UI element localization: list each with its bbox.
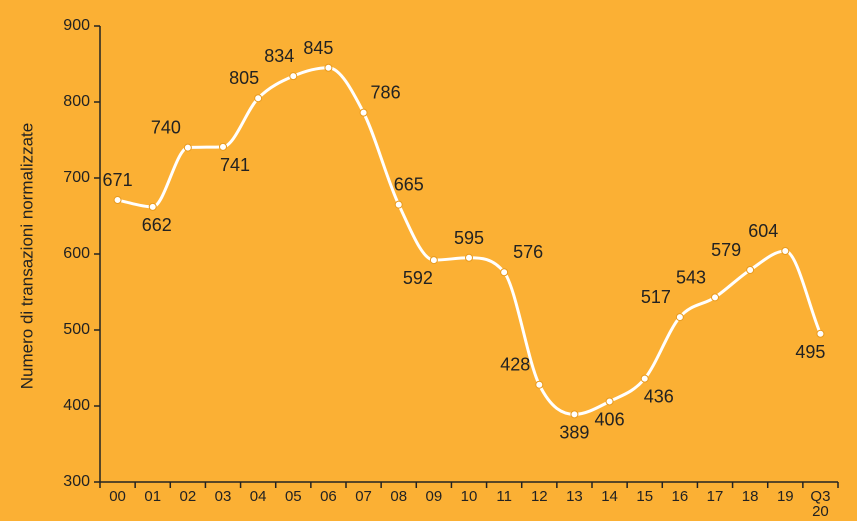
x-tick-label: 10: [461, 488, 478, 505]
data-point: [535, 380, 544, 389]
data-point: [675, 313, 684, 322]
x-tick-label: 18: [742, 488, 759, 505]
y-tick-label: 500: [63, 321, 90, 338]
data-label: 389: [559, 422, 589, 442]
data-label: 436: [644, 387, 674, 407]
x-tick-label: 04: [250, 488, 267, 505]
data-label: 786: [371, 83, 401, 103]
y-tick-label: 800: [63, 93, 90, 110]
x-tick-label: 05: [285, 488, 302, 505]
data-points: [113, 63, 825, 419]
data-point: [570, 410, 579, 419]
data-label: 592: [403, 268, 433, 288]
data-label: 517: [641, 287, 671, 307]
x-axis-ticks: 00 01 02 03 04 05 06 07 08 09 10 11 12 13 14 15 16 17 18 19…: [99, 482, 839, 520]
x-tick-label: 03: [215, 488, 232, 505]
x-tick-label: 08: [390, 488, 407, 505]
data-point: [605, 397, 614, 406]
data-point: [148, 202, 157, 211]
data-label: 740: [151, 118, 181, 138]
data-label: 604: [748, 221, 778, 241]
data-point: [289, 72, 298, 81]
x-tick-label: 09: [426, 488, 443, 505]
x-tick-label: 07: [355, 488, 372, 505]
y-axis-label: Numero di transazioni normalizzate: [17, 123, 36, 389]
data-label: 741: [220, 155, 250, 175]
data-point: [711, 293, 719, 302]
x-tick-label: 06: [320, 488, 337, 505]
y-tick-label: 900: [63, 17, 90, 34]
y-tick-label: 300: [63, 473, 90, 490]
data-point: [816, 329, 825, 338]
x-tick-label: 16: [672, 488, 689, 505]
data-label: 495: [795, 342, 825, 362]
data-label: 805: [229, 68, 259, 88]
x-tick-label: 17: [707, 488, 724, 505]
x-tick-label: 00: [109, 488, 126, 505]
data-point: [640, 374, 649, 383]
data-point: [781, 246, 790, 255]
y-tick-label: 400: [63, 397, 90, 414]
data-point: [254, 94, 263, 103]
x-tick-label: Q3 20: [810, 488, 830, 520]
x-tick-label: 15: [636, 488, 653, 505]
data-label: 671: [103, 170, 133, 190]
data-label: 665: [394, 175, 424, 195]
x-tick-label: 11: [496, 488, 512, 505]
data-point: [746, 265, 755, 274]
y-tick-label: 600: [63, 245, 90, 262]
x-tick-label: 12: [531, 488, 548, 505]
data-label: 845: [303, 38, 333, 58]
x-tick-label: 19: [777, 488, 794, 505]
x-tick-label: 01: [144, 488, 161, 505]
data-point: [219, 142, 227, 151]
data-point: [500, 268, 509, 277]
data-point: [429, 256, 438, 265]
data-label: 576: [513, 242, 543, 262]
x-tick-label: 13: [566, 488, 583, 505]
data-point: [359, 108, 368, 117]
data-point: [394, 200, 403, 209]
y-tick-label: 700: [63, 169, 90, 186]
x-tick-label: 14: [601, 488, 618, 505]
y-axis-ticks: 300 400 500 600 700 800 900: [63, 17, 100, 490]
data-label: 579: [711, 240, 741, 260]
data-label: 543: [676, 267, 706, 287]
data-label: 595: [454, 228, 484, 248]
data-point: [324, 63, 333, 72]
data-label: 834: [264, 46, 294, 66]
data-point: [183, 143, 192, 152]
data-label: 662: [142, 215, 172, 235]
data-point: [465, 253, 473, 262]
data-label: 428: [500, 355, 530, 375]
data-label: 406: [595, 409, 625, 429]
data-point: [113, 196, 122, 205]
x-tick-label: 02: [180, 488, 197, 505]
